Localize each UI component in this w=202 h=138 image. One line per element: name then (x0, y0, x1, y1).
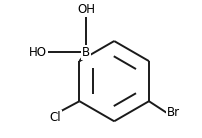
Text: OH: OH (77, 3, 95, 16)
Text: HO: HO (29, 46, 47, 59)
Text: Cl: Cl (49, 111, 60, 124)
Text: Br: Br (166, 106, 179, 119)
Text: B: B (82, 46, 90, 59)
